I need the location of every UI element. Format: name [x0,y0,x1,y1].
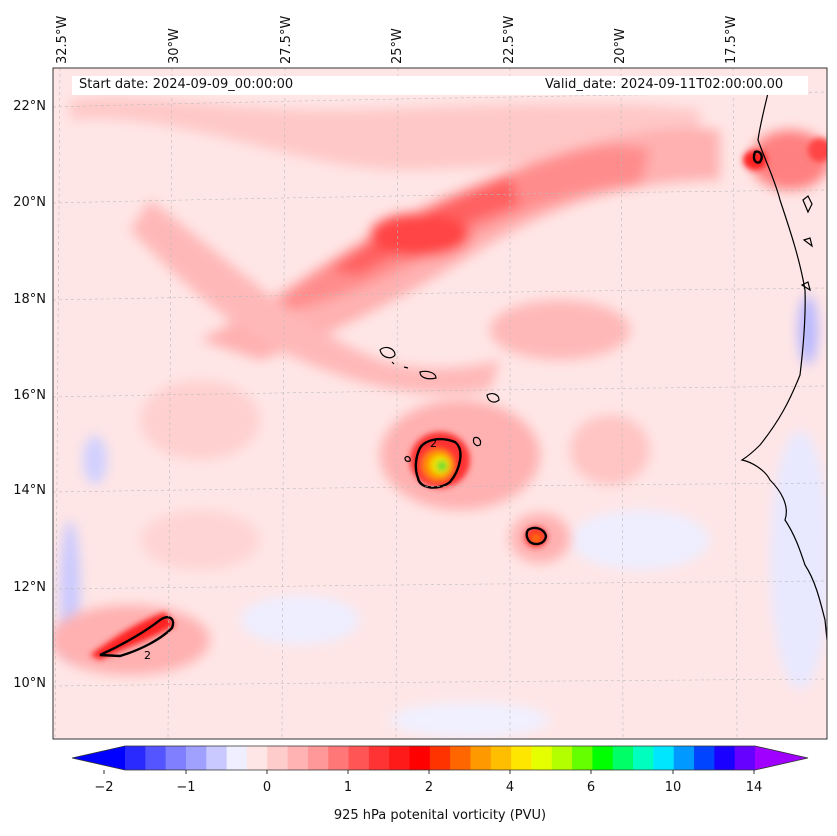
colorbar-segment [125,746,146,770]
colorbar-tick-label: 0 [262,780,272,795]
latitude-label: 10°N [13,676,46,691]
latitude-label: 16°N [13,388,46,403]
colorbar-segment [185,746,207,770]
colorbar-segment [409,746,431,770]
contour-label: 2 [430,437,437,450]
colorbar-segment [429,746,451,770]
cape-verde-islands [379,346,500,462]
longitude-label-text: 20°W [613,28,628,64]
colorbar-tick-label: −1 [176,780,196,795]
coastlines [379,84,827,641]
colorbar-tick-label: 10 [664,780,682,795]
colorbar-segment [470,746,492,770]
colorbar-segment [612,746,634,770]
latitude-label: 14°N [13,483,46,498]
start-date-label: Start date: 2024-09-09_00:00:00 [79,77,294,92]
colorbar-segment [368,746,390,770]
colorbar-segment [165,746,187,770]
colorbar-segment [592,746,614,770]
colorbar-segment [633,746,654,770]
colorbar-tick-label: 14 [745,780,763,795]
colorbar-tick-label: 2 [424,780,434,795]
colorbar-segment [246,746,268,770]
colorbar-segment [734,746,756,770]
colorbar-segment [714,746,736,770]
colorbar-extend-min [72,746,125,770]
valid-date-label: Valid_date: 2024-09-11T02:00:00.00 [545,77,784,92]
contour-label: 2 [144,649,151,662]
colorbar-tick-label: 6 [586,780,596,795]
colorbar-segment [307,746,329,770]
longitude-label: 25°W [390,4,406,64]
colorbar-segment [206,746,228,770]
graticule [53,68,827,739]
colorbar-segment [490,746,512,770]
colorbar-segment [653,746,675,770]
colorbar-segment [348,746,370,770]
africa-coastline [740,84,827,641]
map-panel: 2 2 [53,68,827,739]
pv-contours [99,150,763,658]
longitude-label: 30°W [167,4,183,64]
colorbar-segment [694,746,715,770]
longitude-label-text: 32.5°W [55,15,70,64]
colorbar-segment [511,746,532,770]
longitude-label-text: 22.5°W [502,15,517,64]
positive-pv-field [53,97,827,675]
latitude-label: 22°N [13,99,46,114]
colorbar-tick-label: 4 [505,780,515,795]
longitude-label: 22.5°W [502,4,518,64]
longitude-label-text: 27.5°W [279,15,294,64]
latitude-label: 18°N [13,292,46,307]
colorbar-outline [71,745,809,771]
longitude-label-text: 17.5°W [724,15,739,64]
colorbar-label: 925 hPa potenital vorticity (PVU) [333,808,547,823]
longitude-label-text: 25°W [390,28,405,64]
colorbar-segment [673,746,695,770]
latitude-label: 20°N [13,195,46,210]
colorbar-segment [572,746,593,770]
colorbar-segment [226,746,248,770]
colorbar-segment [145,746,167,770]
longitude-label: 17.5°W [724,4,740,64]
colorbar-segment [531,746,553,770]
colorbar-tick-label: 1 [343,780,353,795]
colorbar-segment [287,746,309,770]
longitude-label: 20°W [613,4,629,64]
colorbar [71,745,809,774]
longitude-label: 27.5°W [279,4,295,64]
colorbar-extend-max [755,746,808,770]
header-bar [72,76,808,95]
longitude-label-text: 30°W [167,28,182,64]
colorbar-segment [389,746,411,770]
map-frame [52,67,828,740]
colorbar-segment [328,746,350,770]
colorbar-segment [267,746,289,770]
colorbar-tick-label: −2 [94,780,114,795]
colorbar-segment [551,746,573,770]
longitude-label: 32.5°W [55,4,71,64]
colorbar-segment [450,746,471,770]
latitude-label: 12°N [13,580,46,595]
